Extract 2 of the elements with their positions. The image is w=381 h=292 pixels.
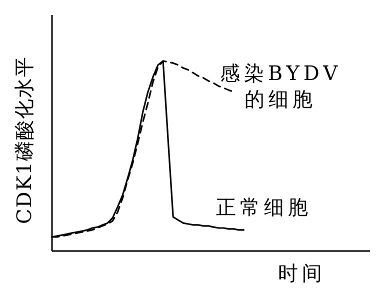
xlabel: 时间 [278, 260, 326, 286]
ylabel: CDK1磷酸化水平 [11, 56, 37, 224]
